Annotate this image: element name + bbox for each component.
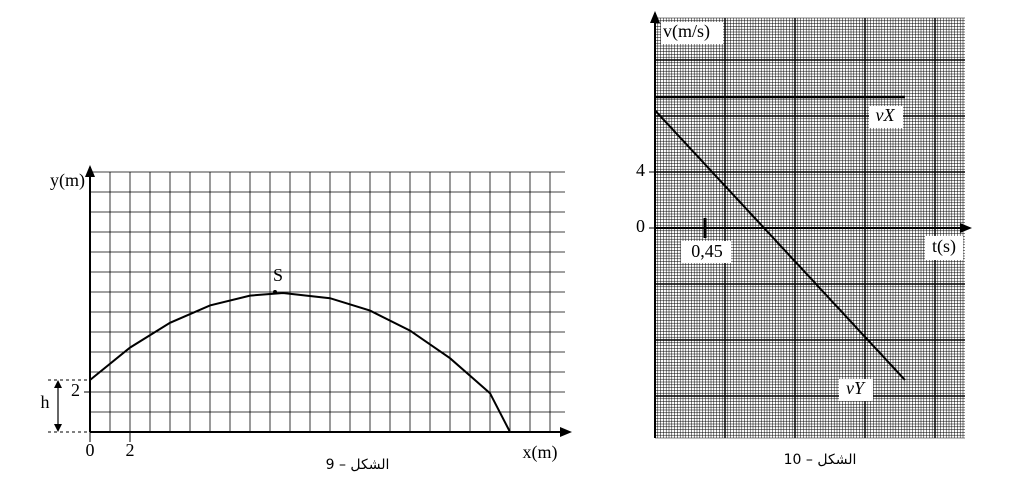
label-bg — [839, 379, 873, 402]
x-axis-label: t(s) — [932, 236, 956, 257]
y-axis-label: v(m/s) — [663, 21, 710, 42]
x-tick-label: 0 — [86, 440, 95, 460]
y-tick-label: 2 — [71, 380, 80, 400]
label-bg — [661, 22, 723, 44]
label-bg — [925, 236, 963, 260]
y-tick-label: 4 — [636, 160, 645, 180]
x-axis-arrow — [560, 427, 572, 437]
y-tick-label: 0 — [636, 216, 645, 236]
caption: الشكل – 10 — [784, 452, 857, 468]
x-axis-label: x(m) — [523, 442, 558, 463]
y-axis-arrow — [650, 11, 660, 23]
caption: الشكل – 9 — [326, 457, 390, 473]
x-tick-label: 2 — [126, 440, 135, 460]
series-label: vY — [846, 378, 866, 398]
y-axis-label: y(m) — [50, 170, 85, 191]
summit-point — [273, 290, 277, 294]
label-bg — [681, 241, 731, 263]
y-axis-arrow — [85, 165, 95, 177]
data-line — [89, 291, 511, 433]
annotation: h — [41, 392, 50, 412]
data-line — [654, 109, 906, 381]
x-tick-label: 0,45 — [691, 241, 723, 261]
label-bg — [869, 105, 903, 128]
x-axis-arrow — [960, 223, 972, 233]
annotation: S — [273, 265, 283, 285]
series-label: vX — [876, 105, 896, 125]
